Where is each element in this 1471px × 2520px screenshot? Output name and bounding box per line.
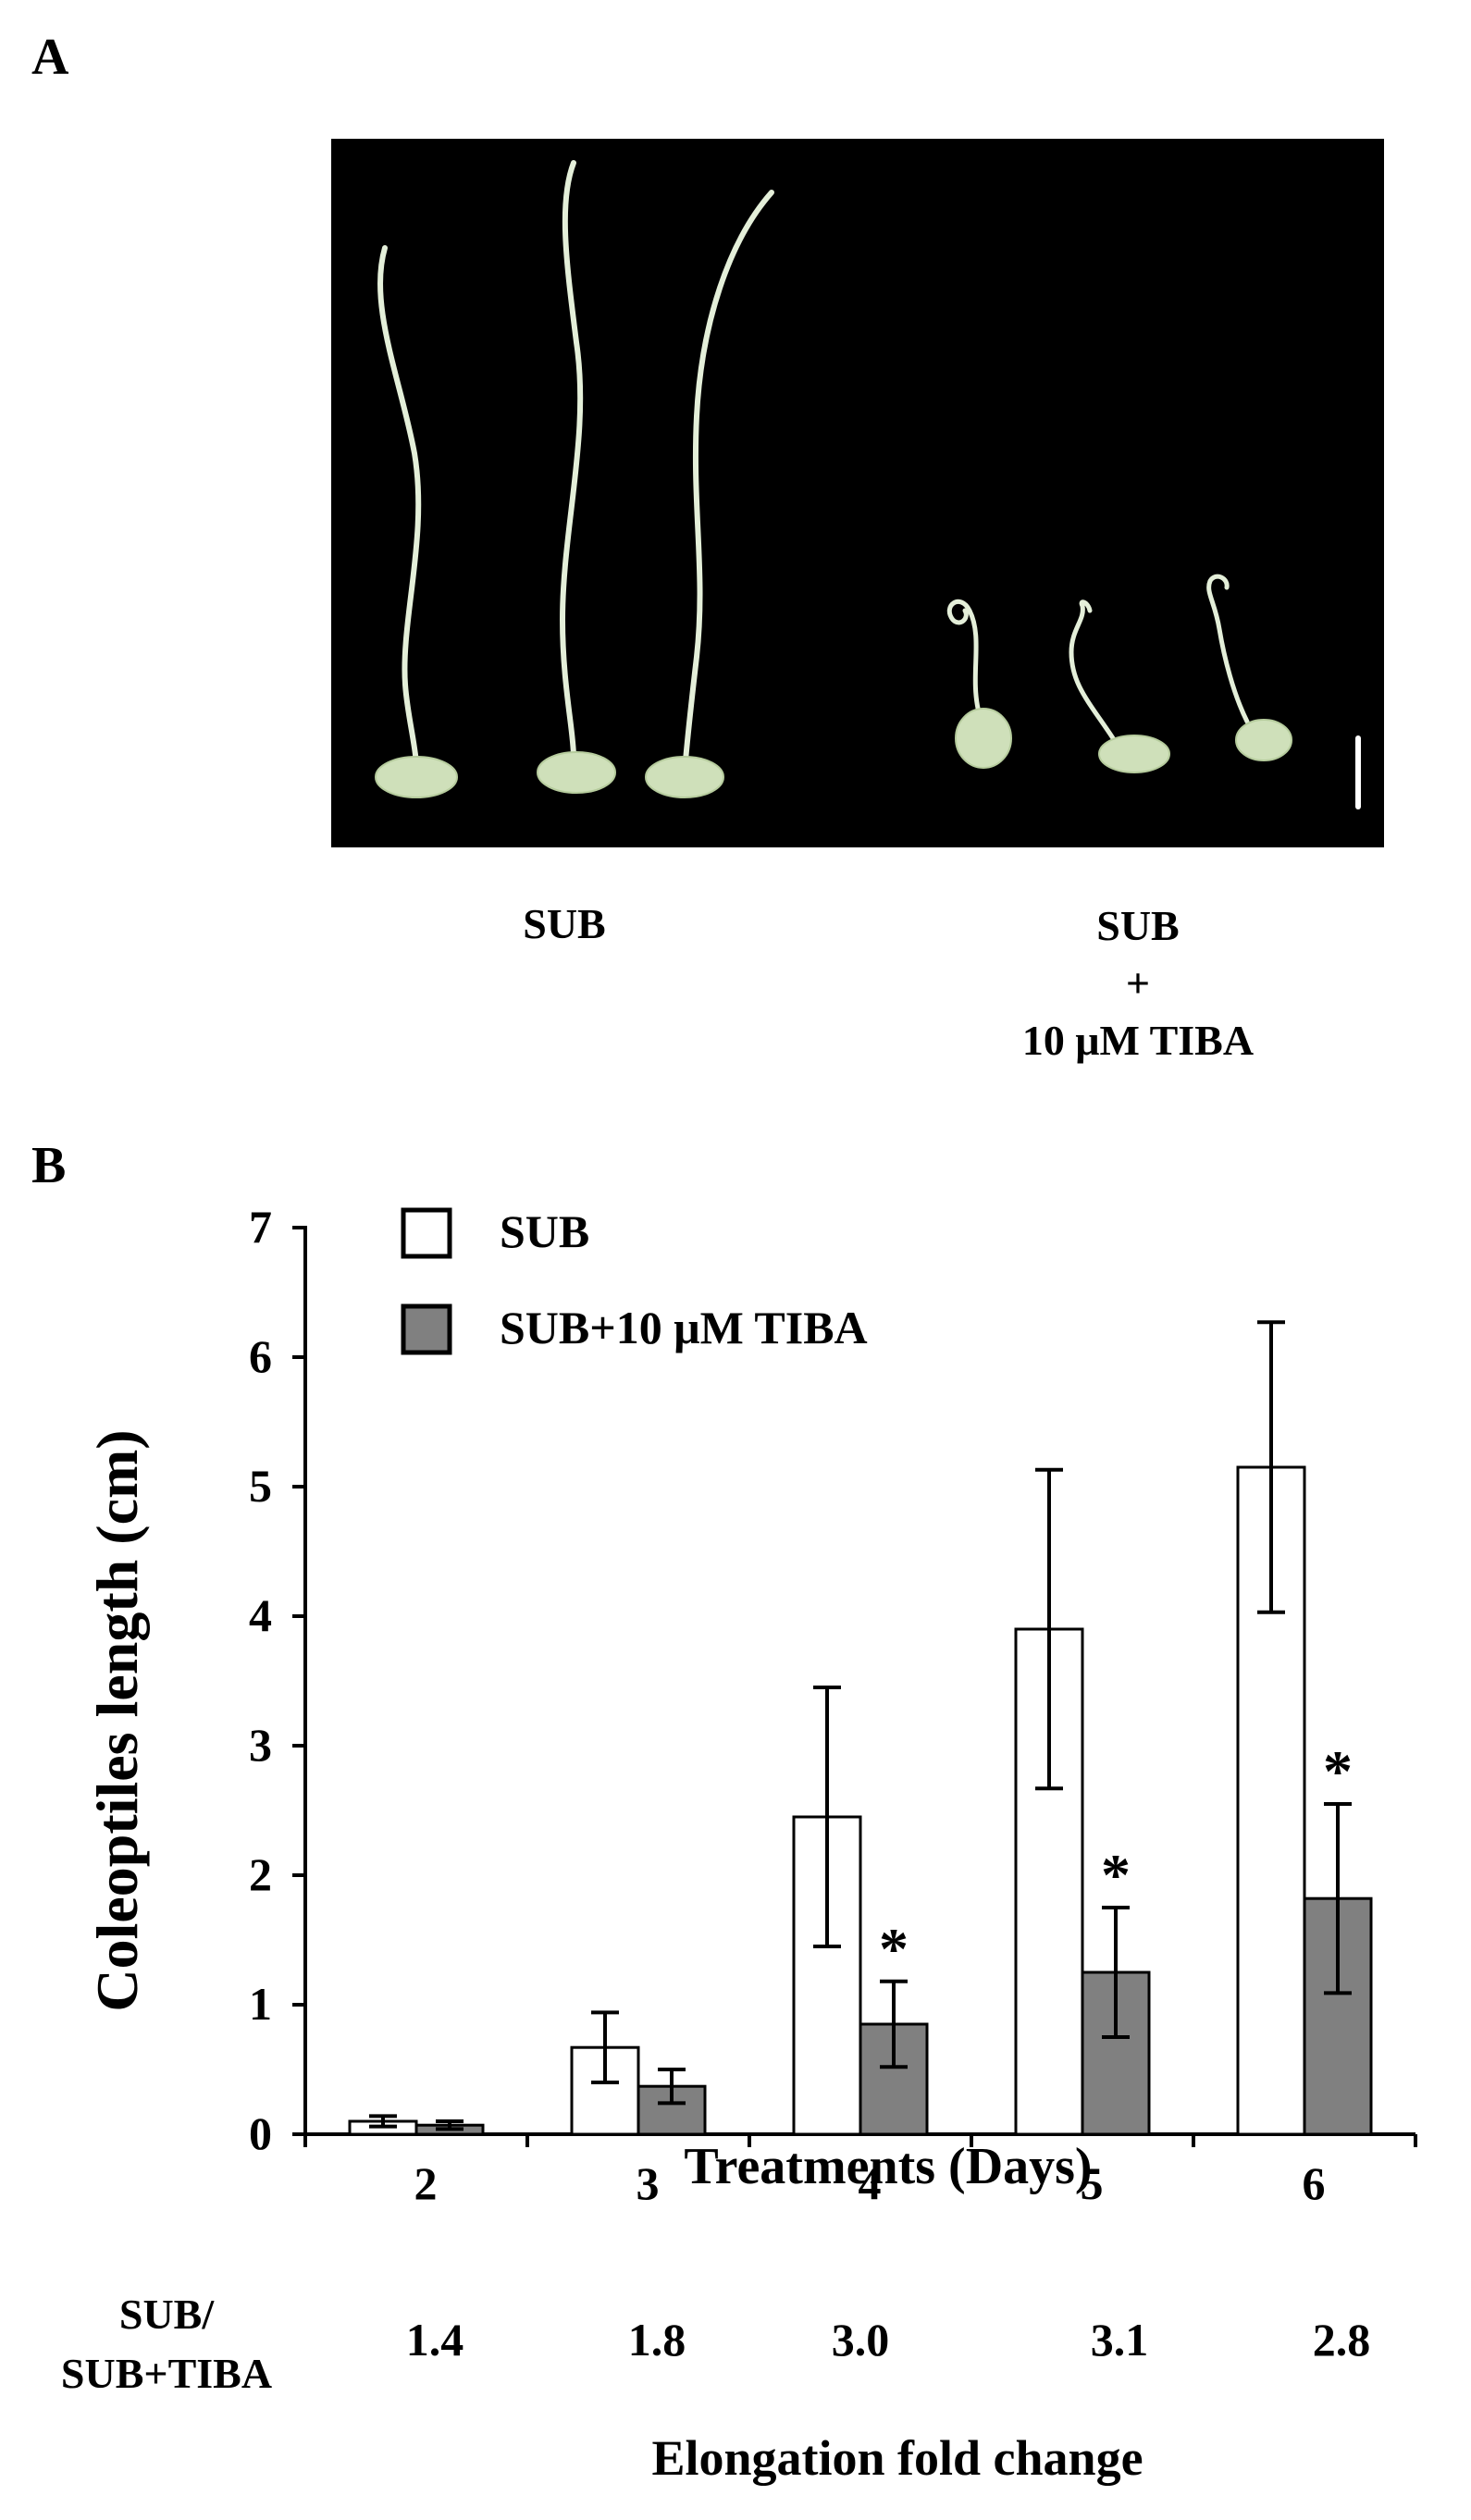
- legend-label: SUB+10 μM TIBA: [500, 1302, 868, 1353]
- chart-bars: [348, 1465, 1373, 2136]
- x-tick-label: 3: [637, 2157, 660, 2209]
- y-tick-label: 1: [249, 1978, 272, 2030]
- y-tick-label: 0: [249, 2107, 272, 2159]
- seedling-image: [375, 160, 1361, 809]
- condition-label-line-2: +: [1125, 959, 1151, 1007]
- fold-value-day-4: 3.0: [831, 2314, 890, 2366]
- legend-swatch: [401, 1303, 452, 1355]
- x-tick-label: 4: [859, 2157, 882, 2209]
- bar-chart: * * * 0 1 2 3 4 5 6 7 2 3 4 5 6 SUB SUB+10 μM TIBA Cole…: [84, 1201, 1417, 2209]
- condition-label-sub: SUB: [523, 900, 606, 947]
- y-axis-label: Coleoptiles length (cm): [84, 1429, 150, 2011]
- fold-row-label-line-1: SUB/: [118, 2291, 215, 2338]
- chart-error-bars: * * *: [369, 1320, 1353, 2131]
- fold-value-day-2: 1.4: [405, 2314, 464, 2366]
- y-tick-label: 4: [249, 1589, 272, 1641]
- x-axis-label: Treatments (Days): [684, 2138, 1092, 2195]
- significance-marker: *: [1101, 1842, 1131, 1908]
- legend-label: SUB: [500, 1205, 589, 1257]
- y-tick-label: 3: [249, 1719, 272, 1771]
- y-tick-label: 7: [249, 1201, 272, 1253]
- fold-change-title: Elongation fold change: [651, 2430, 1143, 2486]
- condition-label-line-1: SUB: [1096, 902, 1180, 949]
- seedling-photo: [331, 139, 1384, 847]
- x-tick-label: 5: [1081, 2157, 1104, 2209]
- condition-label-line-3: 10 μM TIBA: [1021, 1017, 1255, 1064]
- significance-marker: *: [879, 1916, 909, 1982]
- fold-value-day-6: 2.8: [1312, 2314, 1371, 2366]
- fold-value-day-5: 3.1: [1090, 2314, 1149, 2366]
- legend-swatch: [401, 1207, 452, 1259]
- y-tick-label: 2: [249, 1848, 272, 1900]
- x-tick-label: 6: [1303, 2157, 1326, 2209]
- chart-tick-labels: 0 1 2 3 4 5 6 7 2 3 4 5 6: [249, 1201, 1326, 2209]
- fold-row-label: SUB/ SUB+TIBA: [19, 2285, 315, 2403]
- condition-label-sub-tiba: SUB + 10 μM TIBA: [925, 897, 1351, 1069]
- x-tick-label: 2: [414, 2157, 438, 2209]
- fold-value-day-3: 1.8: [627, 2314, 686, 2366]
- panel-b-label: B: [31, 1137, 67, 1194]
- panel-a-label: A: [31, 29, 69, 86]
- fold-row-label-line-2: SUB+TIBA: [60, 2350, 273, 2397]
- bar-sub-day-3: [570, 2045, 640, 2136]
- y-tick-label: 5: [249, 1460, 272, 1512]
- y-tick-label: 6: [249, 1330, 272, 1382]
- chart-legend: SUB SUB+10 μM TIBA: [401, 1205, 868, 1355]
- significance-marker: *: [1323, 1738, 1353, 1804]
